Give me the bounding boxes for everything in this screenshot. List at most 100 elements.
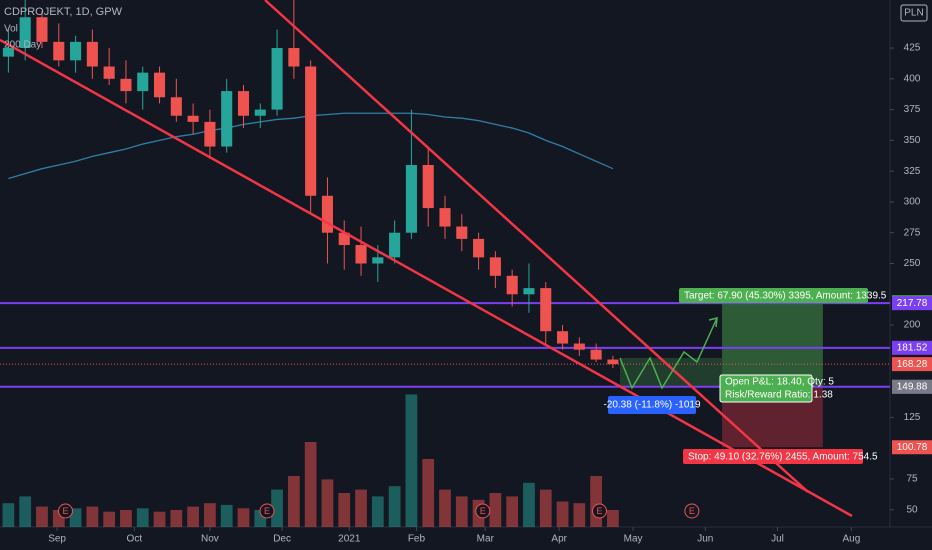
candle-body [288,48,300,67]
volume-label: Vol [4,24,18,35]
earnings-label: E [480,506,486,516]
ma-label: 200 Day [4,40,41,51]
rr-text: Risk/Reward Ratio: 1.38 [725,390,833,401]
candle-body [405,164,417,233]
volume-bar [120,510,132,527]
candle-body [557,331,569,344]
y-tick-label: 250 [904,258,921,269]
volume-bar [338,493,351,527]
candle-body [506,275,518,295]
info-box [608,396,696,414]
x-tick-label: Mar [477,534,495,545]
price-label-bg [892,340,932,355]
volume-bar [489,493,502,527]
y-tick-label: 200 [904,320,921,331]
x-tick-label: Jun [697,534,713,545]
candle-body [305,66,317,196]
price-label: 149.88 [897,381,928,392]
price-label: 217.78 [897,298,928,309]
candle-body [237,91,250,116]
price-label-bg [892,379,932,394]
volume-bar [304,442,317,527]
volume-bar [19,496,32,527]
volume-bar [523,482,535,527]
price-label: 181.52 [897,342,928,353]
candle-body [19,17,31,49]
y-tick-label: 75 [906,474,918,485]
candle-body [120,78,132,92]
x-tick-label: Nov [201,534,219,545]
candle-body [422,164,434,209]
candle-body [489,257,501,276]
y-tick-label: 400 [904,73,921,84]
price-label: 168.28 [897,359,928,370]
volume-bar [204,503,216,527]
price-label-bg [892,440,932,455]
currency-badge[interactable] [900,4,928,22]
volume-bar [590,476,603,527]
measure-text: -20.38 (-11.8%) -1019 [603,400,701,411]
volume-bar [2,503,15,527]
symbol-title: CDPROJEKT, 1D, GPW [4,6,123,18]
candle-body [607,359,619,365]
projection-path [619,317,718,390]
volume-bar [506,496,519,527]
candle-body [86,41,98,67]
info-box [679,288,868,303]
candle-body [573,343,585,350]
earnings-marker [591,503,607,519]
candle-body [372,257,384,264]
volume-bar [607,510,619,527]
candle-body [204,121,216,147]
x-tick-label: Aug [842,534,860,545]
earnings-label: E [689,506,695,516]
target-text: Target: 67.90 (45.30%) 3395, Amount: 133… [684,291,887,302]
volume-bar [52,510,65,527]
y-tick-label: 425 [904,43,921,54]
target-zone [722,302,823,387]
earnings-label: E [596,506,602,516]
candle-body [70,41,82,61]
plot [2,0,619,527]
y-tick-label: 325 [904,166,921,177]
candle-body [439,208,451,227]
volume-bar [573,503,586,527]
price-label-bg [892,296,932,311]
x-tick-label: Sep [48,534,66,545]
candle-body [321,195,333,233]
pnl-text: Open P&L: 18.40, Qty: 5 [725,377,834,388]
y-tick-label: 350 [904,135,921,146]
earnings-marker [259,503,275,519]
y-tick-label: 50 [906,504,918,515]
trend-line [264,0,809,493]
volume-bar [220,504,233,527]
candle-body [271,48,283,110]
candle-body [221,91,233,147]
candle-body [153,72,166,98]
volume-bar [371,496,384,527]
candle-body [456,226,468,239]
y-tick-label: 275 [904,227,921,238]
volume-bar [170,510,183,527]
x-tick-label: 2021 [338,534,361,545]
candle-body [36,17,48,42]
candle-body [187,115,199,122]
info-box [683,449,863,464]
price-label-bg [892,357,932,372]
earnings-label: E [62,506,68,516]
volume-bar [271,489,283,527]
candle-body [2,48,14,57]
overlays [0,0,853,518]
candle-body [254,109,266,116]
volume-bar [405,394,418,527]
candle-body [389,232,401,258]
volume-bar [287,476,300,527]
earnings-marker [475,503,491,519]
currency-label[interactable]: PLN [904,8,923,19]
candle-body [53,41,65,61]
candle-body [473,238,485,258]
earnings-label: E [264,506,270,516]
x-tick-label: Jul [771,534,784,545]
x-tick-label: Feb [408,534,426,545]
